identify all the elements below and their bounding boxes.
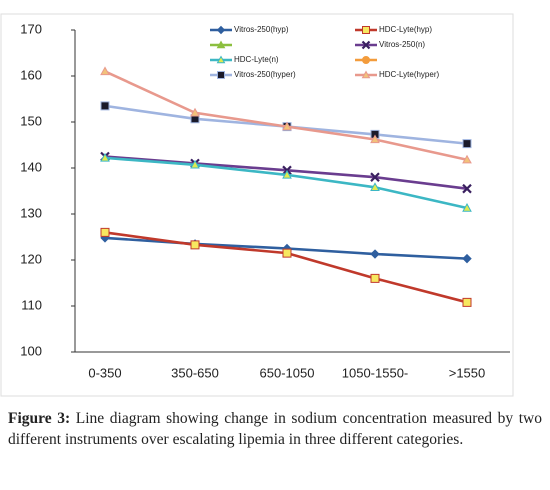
point-marker: [462, 183, 472, 194]
caption-text: Line diagram showing change in sodium co…: [8, 410, 542, 448]
point-marker: [370, 273, 380, 283]
point-marker: [370, 134, 380, 144]
legend-label: Vitros-250(hyper): [234, 70, 296, 79]
point-marker: [462, 253, 472, 264]
series-line: [104, 70, 468, 161]
y-tick-label: 120: [20, 251, 42, 266]
chart: 100 110 120 130 140 150 160 170 0-350 350-650 650-…: [0, 13, 514, 397]
point-marker: [282, 121, 292, 131]
legend-marker: [361, 70, 371, 79]
legend-marker: [216, 40, 226, 49]
y-tick-label: 150: [20, 113, 42, 128]
caption: Figure 3: Line diagram showing change in…: [8, 408, 542, 450]
y-tick-label: 110: [21, 297, 42, 312]
y-tick-label: 130: [20, 205, 42, 220]
point-marker: [100, 227, 110, 237]
point-marker: [370, 249, 380, 259]
point-marker: [462, 202, 472, 212]
y-tick-label: 160: [20, 67, 42, 82]
point-marker: [370, 172, 380, 182]
legend-label: HDC-Lyte(hyper): [379, 70, 439, 79]
caption-label: Figure 3:: [8, 410, 71, 427]
legend-marker: [216, 55, 226, 64]
point-marker: [100, 101, 110, 111]
legend-marker: [217, 71, 225, 79]
legend-marker: [216, 25, 226, 35]
y-tick-label: 100: [20, 343, 42, 358]
point-marker: [282, 169, 292, 179]
point-marker: [370, 129, 380, 139]
legend-label: HDC-Lyte(hyp): [379, 25, 432, 34]
legend-label: HDC-Lyte(n): [234, 55, 279, 64]
point-marker: [100, 66, 110, 76]
point-marker: [190, 107, 200, 117]
y-tick-label: 140: [20, 159, 42, 174]
point-marker: [190, 240, 200, 250]
point-marker: [282, 248, 292, 258]
x-tick-label: 350-650: [171, 365, 219, 380]
legend-marker: [362, 56, 370, 64]
x-tick-label: >1550: [449, 365, 486, 380]
x-tick-label: 0-350: [88, 365, 121, 380]
chart-frame: [0, 13, 514, 397]
y-tick-label: 170: [20, 21, 42, 36]
x-tick-label: 1050-1550-: [342, 365, 409, 380]
point-marker: [370, 182, 380, 192]
legend-marker: [362, 26, 370, 34]
point-marker: [462, 297, 472, 307]
point-marker: [462, 139, 472, 149]
legend-label: Vitros-250(n): [379, 40, 425, 49]
point-marker: [190, 159, 200, 169]
point-marker: [100, 152, 110, 162]
point-marker: [462, 154, 472, 164]
legend-label: Vitros-250(hyp): [234, 25, 289, 34]
series-line: [104, 231, 468, 304]
legend-marker: [361, 40, 371, 50]
x-tick-label: 650-1050: [260, 365, 315, 380]
